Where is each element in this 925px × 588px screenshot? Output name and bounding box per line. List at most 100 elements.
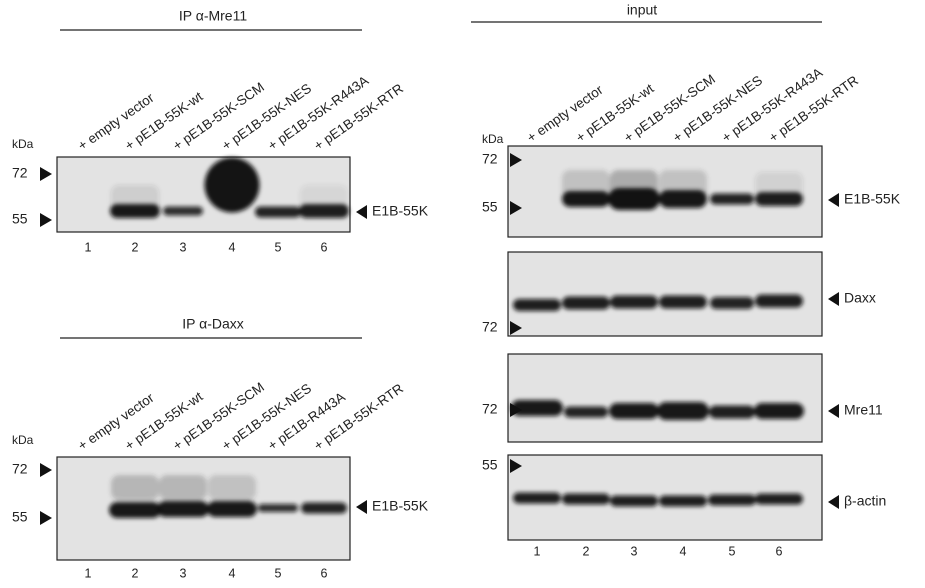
band-arrow (356, 205, 367, 219)
lane-number: 6 (321, 566, 328, 580)
band (708, 494, 756, 506)
band (299, 204, 349, 218)
marker-label: 72 (482, 401, 498, 417)
panel-title: IP α-Mre11 (179, 8, 247, 24)
band (562, 296, 610, 310)
band (564, 406, 608, 418)
band (709, 405, 755, 419)
band-arrow (828, 404, 839, 418)
lane-number: 4 (680, 544, 687, 558)
bands (110, 157, 349, 218)
marker-label: 72 (12, 461, 28, 477)
lane-label: + empty vector (75, 390, 157, 454)
band (755, 192, 803, 206)
marker-label: 55 (12, 211, 28, 227)
band (255, 206, 301, 218)
lane-number: 4 (229, 566, 236, 580)
band (511, 400, 563, 416)
marker-arrow (40, 213, 52, 227)
band (659, 495, 707, 507)
lane-number: 2 (132, 566, 139, 580)
blot-background (507, 251, 823, 337)
lane-label: + pE1B-55K-SCM (170, 379, 267, 453)
band-arrow (828, 193, 839, 207)
lane-number: 5 (275, 240, 282, 254)
marker-arrow (40, 511, 52, 525)
smear (208, 475, 256, 500)
band (301, 502, 347, 514)
band-arrow (356, 500, 367, 514)
band (710, 193, 754, 205)
lane-number: 4 (229, 240, 236, 254)
band (110, 204, 160, 218)
marker-label: 72 (482, 319, 498, 335)
lane-number: 3 (180, 240, 187, 254)
marker-label: 72 (12, 165, 28, 181)
marker-arrow (40, 167, 52, 181)
bands (513, 492, 803, 507)
band (163, 206, 203, 216)
bands (511, 400, 804, 420)
panel-title: IP α-Daxx (182, 316, 244, 332)
band (710, 297, 754, 309)
lane-number: 6 (321, 240, 328, 254)
band (755, 493, 803, 505)
marker-arrow (510, 201, 522, 215)
band (609, 403, 659, 419)
smear (111, 475, 159, 500)
lane-number: 3 (631, 544, 638, 558)
marker-arrow (510, 321, 522, 335)
bands (513, 294, 803, 311)
marker-arrow (510, 459, 522, 473)
band-label: Daxx (844, 290, 876, 306)
lane-number: 1 (534, 544, 541, 558)
band (513, 492, 561, 504)
marker-arrow (40, 463, 52, 477)
lane-label: + empty vector (75, 90, 157, 154)
marker-arrow (510, 403, 522, 417)
band (610, 495, 658, 507)
blot-background (507, 353, 823, 443)
lane-number: 1 (85, 566, 92, 580)
band (207, 501, 257, 517)
band (109, 502, 161, 518)
band (562, 493, 610, 505)
band-arrow (828, 292, 839, 306)
lane-number: 6 (776, 544, 783, 558)
band-label: E1B-55K (372, 498, 429, 514)
marker-label: 55 (482, 199, 498, 215)
band (610, 295, 658, 309)
lane-number: 5 (275, 566, 282, 580)
panel-title: input (627, 2, 657, 18)
marker-label: 55 (12, 509, 28, 525)
bands (109, 475, 347, 518)
band (657, 402, 709, 420)
lane-number: 1 (85, 240, 92, 254)
band (157, 501, 209, 517)
band-label: Mre11 (844, 402, 883, 418)
band (258, 504, 298, 512)
lane-number: 2 (132, 240, 139, 254)
unit-label: kDa (482, 132, 504, 146)
lane-label: + pE1B-R443A (265, 389, 348, 453)
band (513, 299, 561, 311)
lane-number: 2 (583, 544, 590, 558)
unit-label: kDa (12, 137, 34, 151)
band (204, 157, 260, 213)
band-arrow (828, 495, 839, 509)
bands (562, 170, 803, 210)
unit-label: kDa (12, 433, 34, 447)
lane-number: 3 (180, 566, 187, 580)
marker-label: 55 (482, 457, 498, 473)
marker-arrow (510, 153, 522, 167)
band-label: E1B-55K (844, 191, 901, 207)
band-label: E1B-55K (372, 203, 429, 219)
band (659, 295, 707, 309)
band (608, 188, 660, 210)
lane-number: 5 (729, 544, 736, 558)
band-label: β-actin (844, 493, 886, 509)
lane-label: + pE1B-55K-SCM (170, 79, 267, 153)
marker-label: 72 (482, 151, 498, 167)
band (659, 190, 707, 208)
